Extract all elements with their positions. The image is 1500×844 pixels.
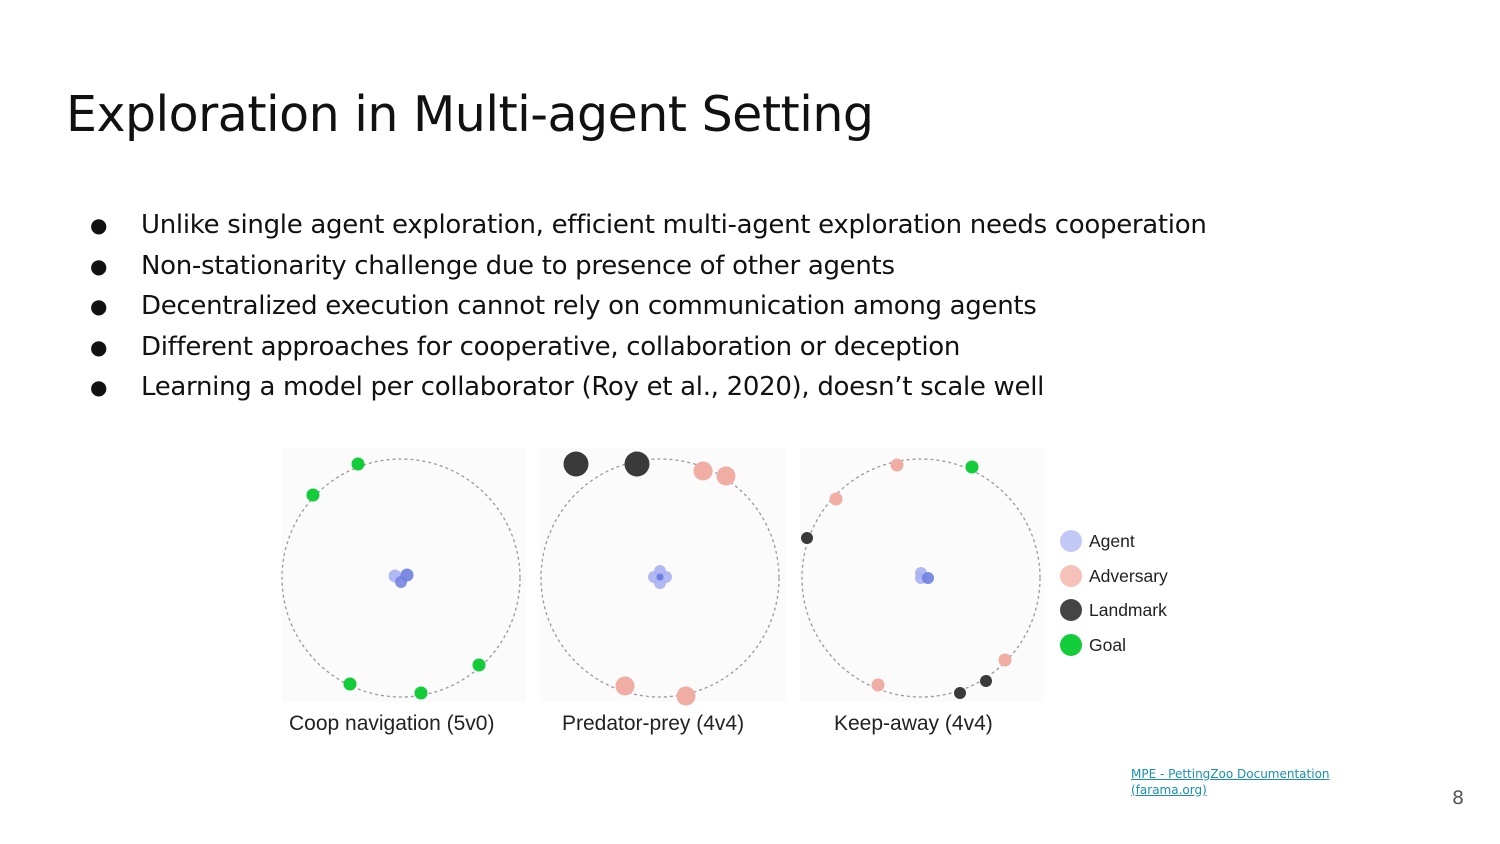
- adversary-marker: [676, 686, 696, 706]
- adversary-marker: [890, 458, 904, 472]
- bullet-dot-icon: ●: [90, 375, 108, 399]
- arena-circle: [801, 458, 1041, 698]
- slide-title: Exploration in Multi-agent Setting: [66, 86, 874, 143]
- mpe-environments-figure: Coop navigation (5v0) Predator-prey (4v4…: [270, 440, 1200, 750]
- adversary-marker: [871, 678, 885, 692]
- bullet-dot-icon: ●: [90, 334, 108, 359]
- panel-predator-prey: [540, 451, 780, 706]
- legend-label-adversary: Adversary: [1089, 566, 1168, 586]
- bullet-dot-icon: ●: [90, 213, 108, 237]
- source-link-line-1: MPE - PettingZoo Documentation: [1131, 767, 1330, 781]
- landmark-marker: [954, 687, 966, 699]
- bullet-text: Different approaches for cooperative, co…: [141, 331, 961, 362]
- goal-marker: [343, 677, 357, 691]
- bullet-list: ● Unlike single agent exploration, effici…: [88, 205, 1207, 408]
- goal-marker: [472, 658, 486, 672]
- agent-marker: [656, 573, 664, 581]
- legend-swatch-goal: [1060, 634, 1082, 656]
- panel-keep-away: [801, 458, 1041, 699]
- legend-label-goal: Goal: [1089, 635, 1126, 655]
- adversary-marker: [998, 653, 1012, 667]
- bullet-text: Non-stationarity challenge due to presen…: [141, 250, 895, 281]
- bullet-text: Decentralized execution cannot rely on c…: [141, 291, 1037, 321]
- panel-label-predator-prey: Predator-prey (4v4): [562, 712, 744, 735]
- adversary-marker: [716, 466, 736, 486]
- source-link[interactable]: MPE - PettingZoo Documentation (farama.o…: [1131, 767, 1351, 798]
- adversary-marker: [829, 492, 843, 506]
- goal-marker: [351, 457, 365, 471]
- goal-marker: [306, 488, 320, 502]
- panel-coop-navigation: [281, 457, 521, 700]
- bullet-dot-icon: ●: [90, 294, 108, 318]
- bullet-item: ● Learning a model per collaborator (Roy …: [88, 367, 1207, 408]
- landmark-marker: [624, 451, 650, 477]
- bullet-text: Learning a model per collaborator (Roy e…: [141, 372, 1045, 402]
- legend: Agent Adversary Landmark Goal: [1060, 530, 1168, 656]
- adversary-marker: [615, 676, 635, 696]
- agent-marker: [395, 576, 407, 588]
- bullet-item: ● Non-stationarity challenge due to prese…: [88, 246, 1207, 287]
- adversary-marker: [693, 461, 713, 481]
- bullet-item: ● Different approaches for cooperative, c…: [88, 327, 1207, 368]
- legend-label-landmark: Landmark: [1089, 600, 1167, 620]
- landmark-marker: [563, 451, 589, 477]
- landmark-marker: [801, 532, 813, 544]
- agent-marker: [654, 565, 666, 577]
- page-number: 8: [1452, 787, 1465, 809]
- legend-label-agent: Agent: [1089, 531, 1135, 551]
- mpe-figure-svg: Coop navigation (5v0) Predator-prey (4v4…: [281, 448, 1168, 735]
- bullet-dot-icon: ●: [90, 253, 108, 278]
- legend-swatch-landmark: [1060, 599, 1082, 621]
- arena-circle: [281, 458, 521, 698]
- goal-marker: [414, 686, 428, 700]
- bullet-text: Unlike single agent exploration, efficie…: [141, 210, 1207, 240]
- agent-marker: [922, 572, 934, 584]
- arena-circle: [540, 458, 780, 698]
- goal-marker: [965, 460, 979, 474]
- panel-label-coop-navigation: Coop navigation (5v0): [289, 712, 494, 735]
- panel-label-keep-away: Keep-away (4v4): [834, 712, 993, 735]
- bullet-item: ● Unlike single agent exploration, effici…: [88, 205, 1207, 246]
- legend-swatch-adversary: [1060, 565, 1082, 587]
- source-link-line-2: (farama.org): [1131, 782, 1207, 797]
- bullet-item: ● Decentralized execution cannot rely on …: [88, 286, 1207, 327]
- agent-marker: [654, 577, 666, 589]
- landmark-marker: [980, 675, 992, 687]
- legend-swatch-agent: [1060, 530, 1082, 552]
